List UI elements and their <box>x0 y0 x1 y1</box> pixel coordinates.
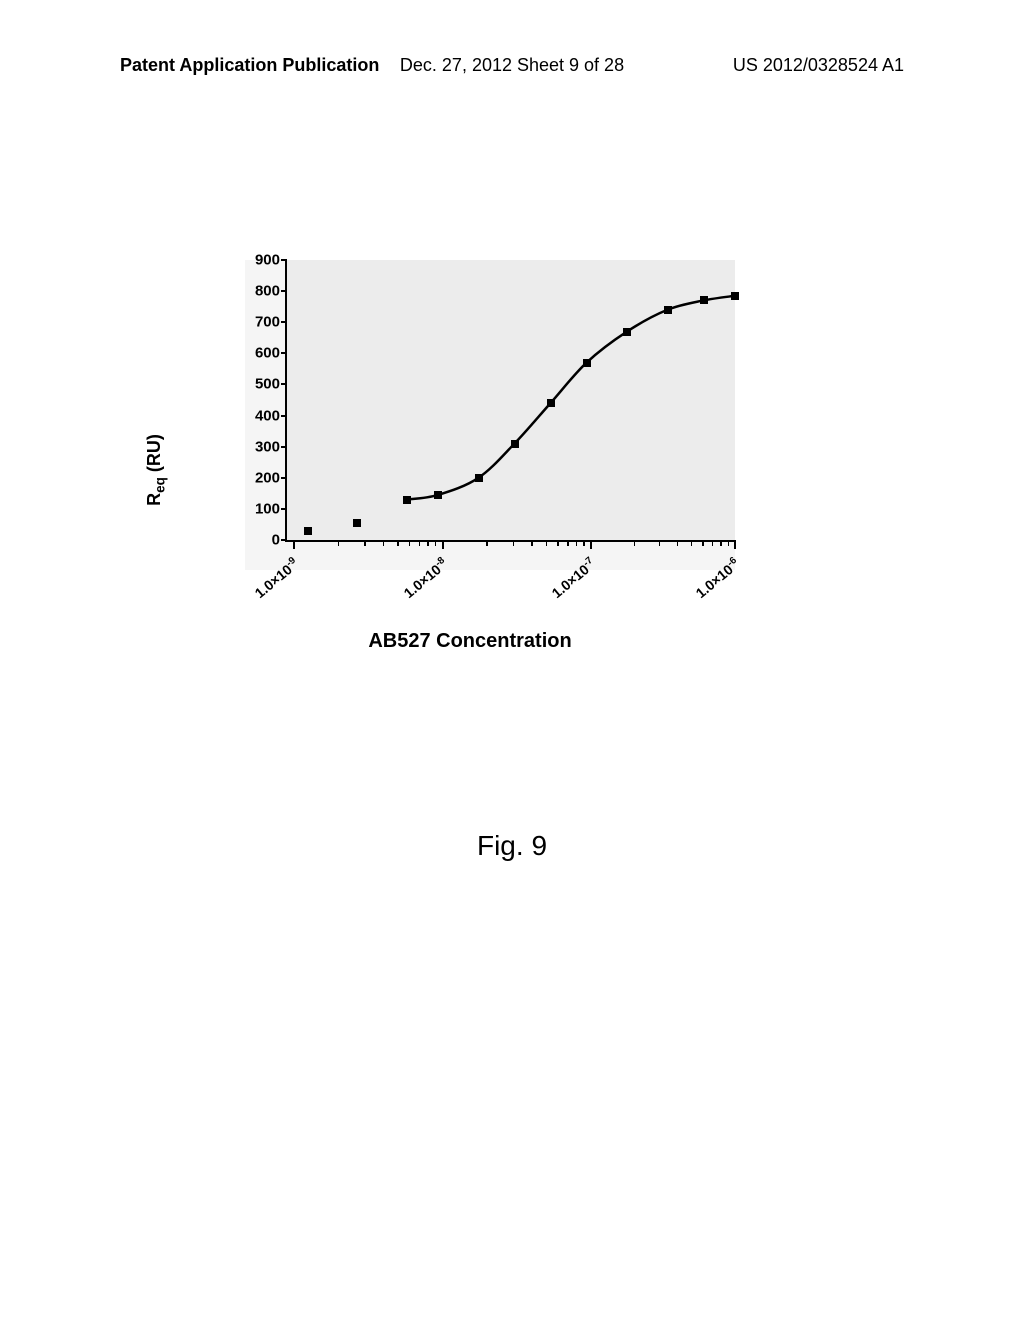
chart-container: 01002003004005006007008009001.0×10-91.0×… <box>245 260 735 570</box>
y-tick-label: 400 <box>255 407 280 424</box>
x-tick-label: 1.0×10-6 <box>692 555 742 601</box>
x-axis-line <box>285 540 735 542</box>
x-tick-mark-minor <box>720 540 722 546</box>
x-tick-label: 1.0×10-9 <box>251 555 301 601</box>
y-tick-mark <box>281 290 287 292</box>
x-tick-mark-minor <box>397 540 399 546</box>
y-tick-label: 600 <box>255 345 280 362</box>
header-date-sheet: Dec. 27, 2012 Sheet 9 of 28 <box>400 55 624 76</box>
y-tick-label: 900 <box>255 252 280 269</box>
y-tick-label: 700 <box>255 314 280 331</box>
header-patent-number: US 2012/0328524 A1 <box>733 55 904 76</box>
x-tick-mark-major <box>293 540 295 549</box>
y-tick-label: 300 <box>255 438 280 455</box>
x-tick-mark-minor <box>338 540 340 546</box>
x-tick-mark-minor <box>383 540 385 546</box>
x-tick-mark-major <box>590 540 592 549</box>
y-axis-line <box>285 260 287 542</box>
x-tick-mark-minor <box>419 540 421 546</box>
x-tick-mark-minor <box>634 540 636 546</box>
x-tick-mark-minor <box>677 540 679 546</box>
data-point <box>511 440 519 448</box>
y-tick-mark <box>281 477 287 479</box>
x-tick-mark-minor <box>513 540 515 546</box>
x-tick-mark-minor <box>486 540 488 546</box>
data-point <box>304 527 312 535</box>
page-header: Patent Application Publication Dec. 27, … <box>0 55 1024 76</box>
x-tick-mark-minor <box>567 540 569 546</box>
chart-wrapper: Req (RU) 01002003004005006007008009001.0… <box>160 260 780 680</box>
y-tick-label: 100 <box>255 500 280 517</box>
x-tick-mark-minor <box>583 540 585 546</box>
y-tick-mark <box>281 508 287 510</box>
y-tick-mark <box>281 415 287 417</box>
y-tick-mark <box>281 259 287 261</box>
y-tick-label: 800 <box>255 283 280 300</box>
x-tick-mark-minor <box>435 540 437 546</box>
x-tick-mark-minor <box>409 540 411 546</box>
data-point <box>434 491 442 499</box>
y-tick-mark <box>281 321 287 323</box>
x-tick-mark-major <box>734 540 736 549</box>
figure-caption: Fig. 9 <box>0 830 1024 862</box>
y-tick-mark <box>281 539 287 541</box>
data-point <box>403 496 411 504</box>
x-tick-mark-minor <box>531 540 533 546</box>
y-tick-label: 0 <box>272 532 280 549</box>
x-tick-mark-minor <box>712 540 714 546</box>
x-axis-label: AB527 Concentration <box>160 630 780 653</box>
x-tick-mark-minor <box>576 540 578 546</box>
x-tick-mark-minor <box>691 540 693 546</box>
plot-area <box>285 260 735 540</box>
y-tick-label: 500 <box>255 376 280 393</box>
x-tick-mark-minor <box>557 540 559 546</box>
x-tick-mark-minor <box>364 540 366 546</box>
y-tick-label: 200 <box>255 469 280 486</box>
x-tick-mark-minor <box>546 540 548 546</box>
header-publication-type: Patent Application Publication <box>120 55 379 76</box>
data-point <box>623 328 631 336</box>
data-point <box>583 359 591 367</box>
y-tick-mark <box>281 383 287 385</box>
x-tick-label: 1.0×10-8 <box>400 555 450 601</box>
x-tick-mark-minor <box>427 540 429 546</box>
x-tick-mark-minor <box>702 540 704 546</box>
data-point <box>731 292 739 300</box>
data-point <box>700 296 708 304</box>
x-tick-mark-minor <box>728 540 730 546</box>
data-point <box>664 306 672 314</box>
y-axis-label: Req (RU) <box>144 434 168 506</box>
x-tick-label: 1.0×10-7 <box>548 555 598 601</box>
data-point <box>547 399 555 407</box>
x-tick-mark-major <box>442 540 444 549</box>
y-tick-mark <box>281 446 287 448</box>
data-point <box>475 474 483 482</box>
y-tick-mark <box>281 352 287 354</box>
x-tick-mark-minor <box>659 540 661 546</box>
data-point <box>353 519 361 527</box>
